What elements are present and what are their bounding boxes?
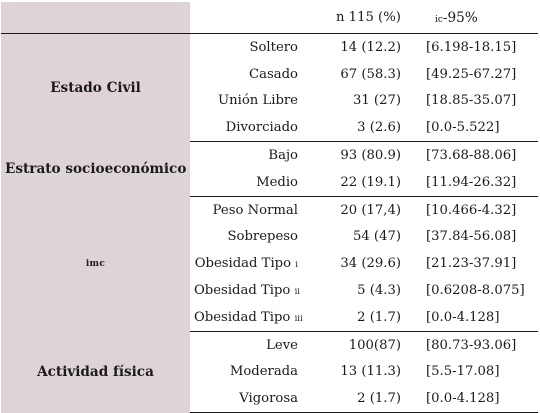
ic-cell: [0.6208-8.075] [426, 283, 525, 299]
ic-cell: [21.23-37.91] [426, 256, 517, 272]
category-cell: Bajo [268, 148, 298, 164]
table-row: Obesidad Tipo iii 2 (1.7) [0.0-4.128] [1, 303, 538, 332]
n-cell: 34 (29.6) [340, 256, 401, 272]
n-cell: 14 (12.2) [340, 39, 401, 55]
category-cell: Obesidad Tipo i [190, 250, 306, 277]
category-cell: Leve [266, 337, 298, 353]
header-ic-suffix: -95% [442, 9, 478, 26]
table-row: Estrato socioeconómico Bajo 93 (80.9) [7… [1, 141, 538, 197]
header-row: n 115 (%) ic-95% [1, 2, 538, 34]
category-cell: Medio [190, 168, 306, 197]
header-n: n 115 (%) [306, 2, 420, 34]
ic-cell: [80.73-93.06] [426, 337, 517, 353]
category-roman-numeral: i [295, 260, 298, 271]
category-text: Obesidad Tipo [194, 309, 291, 325]
group-label-actividad: Actividad física [1, 331, 190, 413]
ic-cell: [37.84-56.08] [426, 229, 517, 245]
ic-cell: [18.85-35.07] [426, 93, 517, 109]
category-cell: Unión Libre [218, 93, 298, 109]
ic-cell: [5.5-17.08] [426, 364, 500, 380]
header-empty-category-cell [190, 2, 306, 34]
n-cell: 13 (11.3) [340, 364, 401, 380]
category-roman-numeral: ii [294, 287, 301, 298]
n-cell: 2 (1.7) [306, 385, 420, 413]
group-label-imc: imc [1, 196, 190, 332]
table-row: Sobrepeso 54 (47) [37.84-56.08] [1, 224, 538, 251]
n-cell: 93 (80.9) [340, 148, 401, 164]
n-cell: 22 (19.1) [306, 168, 420, 197]
ic-cell: [0.0-5.522] [420, 114, 538, 143]
header-ic: ic-95% [420, 2, 538, 34]
ic-cell: [73.68-88.06] [426, 148, 517, 164]
category-cell: Obesidad Tipo iii [190, 303, 306, 332]
n-cell: 54 (47) [352, 229, 401, 245]
table-row: Estado Civil Soltero 14 (12.2) [6.198-18… [1, 33, 538, 142]
n-cell: 100(87) [348, 337, 401, 353]
category-cell: Casado [249, 66, 298, 82]
header-ic-prefix: ic [435, 14, 443, 25]
group-label-estado-civil: Estado Civil [1, 33, 190, 142]
category-cell: Moderada [229, 364, 298, 380]
table-row: Unión Libre 31 (27) [18.85-35.07] [1, 88, 538, 115]
category-cell: Soltero [249, 39, 298, 55]
n-cell: 31 (27) [352, 93, 401, 109]
n-cell: 3 (2.6) [306, 114, 420, 143]
category-cell: Obesidad Tipo ii [190, 277, 306, 304]
table-row: Actividad física Leve 100(87) [80.73-93.… [1, 331, 538, 413]
ic-cell: [0.0-4.128] [420, 303, 538, 332]
table-row: imc Peso Normal 20 (17,4) [10.466-4.32] [1, 196, 538, 332]
n-cell: 5 (4.3) [357, 283, 401, 299]
table-row: Moderada 13 (11.3) [5.5-17.08] [1, 359, 538, 386]
category-cell: Divorciado [190, 114, 306, 143]
category-roman-numeral: iii [294, 313, 303, 324]
category-cell: Sobrepeso [227, 229, 298, 245]
header-empty-group-cell [1, 2, 190, 34]
table-row: Obesidad Tipo ii 5 (4.3) [0.6208-8.075] [1, 277, 538, 304]
group-label-estrato: Estrato socioeconómico [1, 141, 190, 197]
category-text: Obesidad Tipo [194, 256, 292, 272]
ic-cell: [6.198-18.15] [426, 39, 517, 55]
table-row: Medio 22 (19.1) [11.94-26.32] [1, 168, 538, 197]
table-row: Divorciado 3 (2.6) [0.0-5.522] [1, 114, 538, 143]
category-cell: Peso Normal [212, 202, 298, 218]
n-cell: 20 (17,4) [340, 202, 401, 218]
category-cell: Vigorosa [190, 385, 306, 413]
ic-cell: [49.25-67.27] [426, 66, 517, 82]
category-text: Obesidad Tipo [194, 283, 291, 299]
ic-cell: [0.0-4.128] [420, 385, 538, 413]
ic-cell: [10.466-4.32] [426, 202, 517, 218]
table-row: Casado 67 (58.3) [49.25-67.27] [1, 61, 538, 88]
table-row: Obesidad Tipo i 34 (29.6) [21.23-37.91] [1, 250, 538, 277]
n-cell: 2 (1.7) [306, 303, 420, 332]
table-row: Vigorosa 2 (1.7) [0.0-4.128] [1, 385, 538, 413]
ic-cell: [11.94-26.32] [420, 168, 538, 197]
n-cell: 67 (58.3) [340, 66, 401, 82]
